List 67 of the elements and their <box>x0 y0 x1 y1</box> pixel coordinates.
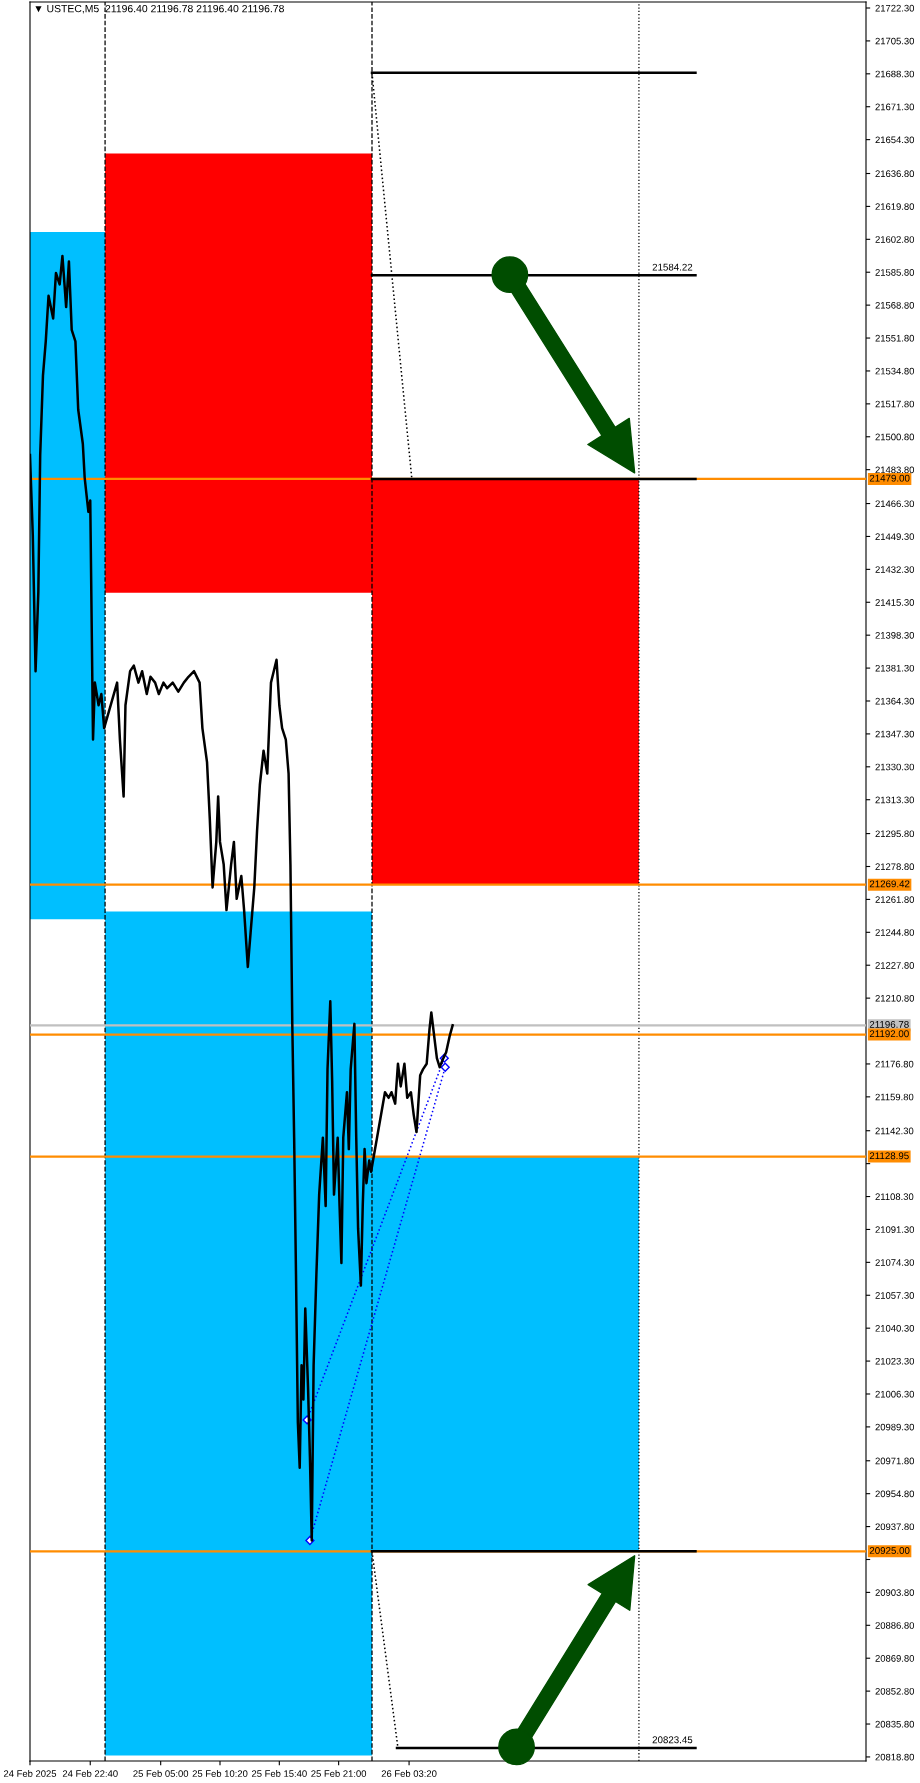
x-tick-label: 25 Feb 21:00 <box>311 1770 367 1777</box>
y-tick-label: 21568.80 <box>875 301 915 309</box>
y-tick-label: 21057.30 <box>875 1292 915 1299</box>
y-tick-label: 21654.30 <box>875 136 915 144</box>
y-tick-label: 21381.30 <box>875 664 915 672</box>
x-tick-label: 25 Feb 10:20 <box>192 1770 248 1777</box>
y-tick-label: 21313.30 <box>875 796 915 804</box>
x-tick-label: 24 Feb 22:40 <box>62 1770 118 1777</box>
y-tick-label: 20903.80 <box>875 1589 915 1596</box>
y-tick-label: 20971.80 <box>875 1457 915 1465</box>
y-tick-label: 20954.80 <box>875 1490 915 1498</box>
y-tick-label: 20852.80 <box>875 1687 915 1695</box>
y-tick-label: 21534.80 <box>875 367 915 375</box>
y-tick-label: 21500.80 <box>875 433 915 441</box>
y-tick-label: 21091.30 <box>875 1226 915 1233</box>
x-tick-label: 26 Feb 03:20 <box>381 1770 437 1777</box>
y-tick-label: 20869.80 <box>875 1655 915 1662</box>
ref-line-label: 21128.95 <box>869 1152 909 1160</box>
y-tick-label: 21006.30 <box>875 1390 915 1398</box>
y-tick-label: 20989.30 <box>875 1423 915 1431</box>
y-tick-label: 21074.30 <box>875 1259 915 1266</box>
y-tick-label: 21244.80 <box>875 929 915 936</box>
ref-line-label: 21479.00 <box>869 474 910 482</box>
chart-title: ▼ USTEC,M5 21196.40 21196.78 21196.40 21196.78 <box>35 4 284 14</box>
y-tick-label: 21347.30 <box>875 730 915 738</box>
y-tick-label: 21466.30 <box>875 500 915 508</box>
y-tick-label: 21585.80 <box>875 269 915 276</box>
y-tick-label: 21671.30 <box>875 103 915 111</box>
y-tick-label: 21705.30 <box>875 37 915 45</box>
x-tick-label: 25 Feb 15:40 <box>251 1770 307 1777</box>
annotation: 21584.22 <box>652 263 693 271</box>
ref-line-label: 21269.42 <box>869 880 910 888</box>
y-tick-label: 21210.80 <box>875 994 915 1002</box>
y-tick-label: 21688.30 <box>875 70 915 78</box>
y-tick-label: 21108.30 <box>875 1193 914 1201</box>
y-tick-label: 21517.80 <box>875 400 915 408</box>
x-tick-label: 24 Feb 2025 <box>3 1770 57 1777</box>
y-tick-label: 21227.80 <box>875 962 915 969</box>
y-tick-label: 21330.30 <box>875 763 915 771</box>
annotation: 20823.45 <box>652 1736 693 1744</box>
y-tick-label: 21551.80 <box>875 334 915 342</box>
y-tick-label: 21449.30 <box>875 533 915 540</box>
ref-line-label: 20925.00 <box>869 1547 910 1554</box>
y-tick-label: 21602.80 <box>875 236 915 243</box>
ref-line-label: 21196.78 <box>869 1020 909 1028</box>
y-tick-label: 21159.80 <box>875 1093 914 1101</box>
y-tick-label: 21722.30 <box>875 4 915 12</box>
y-tick-label: 21142.30 <box>875 1127 914 1135</box>
y-tick-label: 21364.30 <box>875 697 915 705</box>
y-tick-label: 21040.30 <box>875 1325 915 1332</box>
y-tick-label: 21432.30 <box>875 566 915 573</box>
y-tick-label: 21415.30 <box>875 599 915 606</box>
y-tick-label: 21295.80 <box>875 830 915 838</box>
y-tick-label: 20937.80 <box>875 1523 915 1531</box>
y-tick-label: 20835.80 <box>875 1720 915 1728</box>
y-tick-label: 21398.30 <box>875 632 915 639</box>
ref-line-label: 21192.00 <box>869 1030 909 1038</box>
y-tick-label: 21261.80 <box>875 896 915 903</box>
x-tick-label: 25 Feb 05:00 <box>133 1770 189 1777</box>
y-tick-label: 21483.80 <box>875 466 915 474</box>
y-tick-label: 21278.80 <box>875 863 915 871</box>
y-tick-label: 20818.80 <box>875 1753 915 1761</box>
y-tick-label: 21619.80 <box>875 203 915 210</box>
y-tick-label: 21636.80 <box>875 170 915 178</box>
y-tick-label: 21176.80 <box>875 1060 914 1068</box>
y-tick-label: 20886.80 <box>875 1622 915 1629</box>
y-tick-label: 21023.30 <box>875 1357 915 1365</box>
